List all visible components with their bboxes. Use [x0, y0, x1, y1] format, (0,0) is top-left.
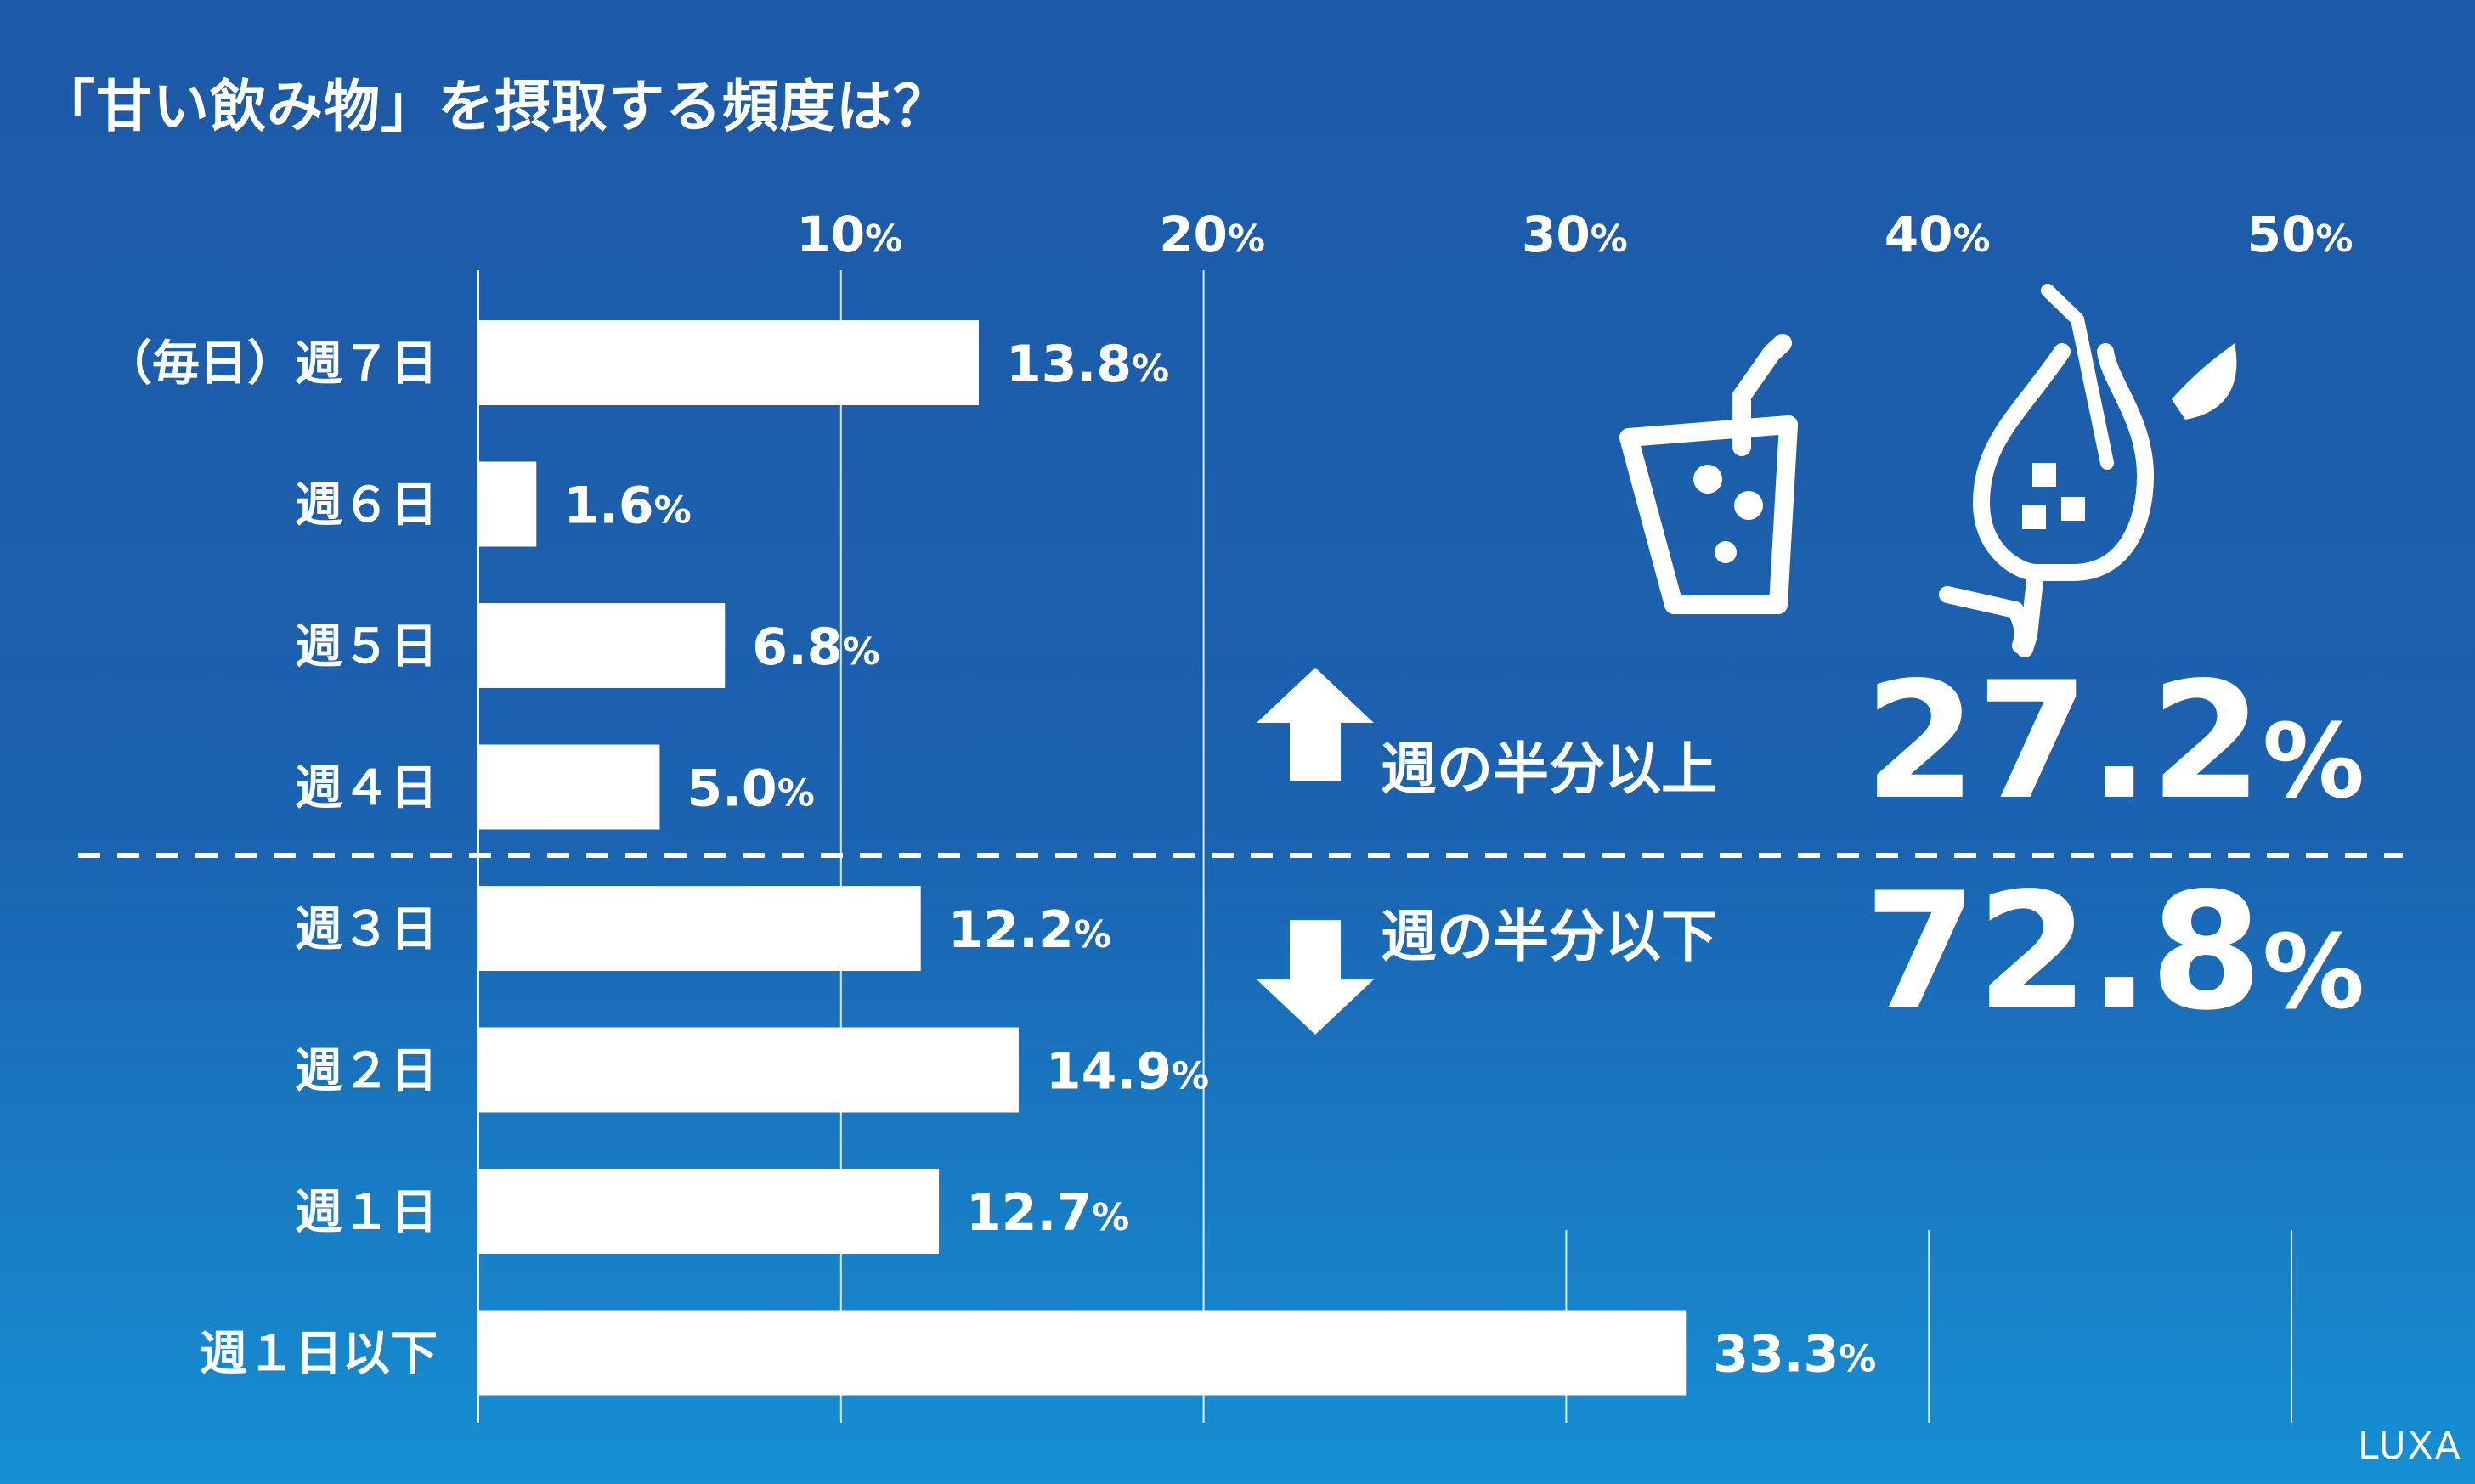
summary-above-unit: %: [2263, 703, 2365, 821]
bar: [478, 1169, 940, 1254]
value-label: 6.8%: [752, 618, 879, 677]
category-label: 週２日: [295, 1044, 438, 1099]
bar: [478, 744, 660, 830]
chart-title: 「甘い飲み物」を摂取する頻度は？: [39, 74, 950, 139]
category-label: 週１日以下: [200, 1327, 438, 1382]
x-tick-unit: %: [1228, 217, 1265, 261]
bar: [478, 1027, 1019, 1113]
summary-below-number: 72.8: [1864, 858, 2263, 1046]
x-tick-label: 10%: [796, 206, 902, 263]
bar: [478, 320, 979, 405]
bar: [478, 461, 537, 547]
value-label: 12.7%: [966, 1183, 1129, 1243]
value-unit: %: [1132, 347, 1169, 391]
value-label: 5.0%: [687, 759, 814, 819]
value-label: 12.2%: [948, 900, 1111, 960]
value-labels: 13.8%1.6%6.8%5.0%12.2%14.9%12.7%33.3%: [563, 335, 1876, 1385]
x-tick-number: 20: [1159, 206, 1228, 263]
summary-below-unit: %: [2263, 914, 2365, 1032]
x-tick-label: 50%: [2247, 206, 2354, 263]
value-number: 5.0: [687, 759, 777, 819]
bar: [478, 1310, 1687, 1396]
x-tick-number: 30: [1522, 206, 1591, 263]
x-tick-unit: %: [1591, 217, 1628, 261]
arrow-up-icon: [1257, 668, 1374, 781]
category-label: 週５日: [295, 619, 438, 674]
value-label: 33.3%: [1713, 1325, 1876, 1385]
value-unit: %: [654, 489, 692, 533]
value-number: 12.2: [948, 900, 1074, 960]
category-label: （毎日）週７日: [105, 336, 438, 392]
summary-below-label: 週の半分以下: [1381, 904, 1717, 969]
value-number: 33.3: [1713, 1325, 1839, 1385]
value-unit: %: [843, 630, 880, 674]
value-number: 13.8: [1006, 335, 1132, 394]
brand-logo: LUXA: [2358, 1425, 2462, 1468]
x-tick-number: 50: [2247, 206, 2316, 263]
category-label: 週４日: [295, 761, 438, 816]
category-label: 週１日: [295, 1185, 438, 1240]
summary-below-value: 72.8%: [1864, 858, 2365, 1046]
cocktail-glass-icon: [1939, 284, 2237, 657]
summary-above-value: 27.2%: [1864, 647, 2365, 835]
value-number: 1.6: [563, 477, 653, 536]
x-tick-unit: %: [1953, 217, 1991, 261]
x-tick-label: 40%: [1885, 206, 1991, 263]
category-label: 週６日: [295, 478, 438, 533]
x-axis-ticks: 10% 20% 30% 40% 50%: [796, 206, 2353, 263]
bar: [478, 886, 921, 971]
bar: [478, 603, 726, 688]
value-label: 14.9%: [1046, 1042, 1209, 1102]
value-unit: %: [1074, 913, 1111, 956]
value-number: 12.7: [966, 1183, 1092, 1243]
value-number: 14.9: [1046, 1042, 1172, 1102]
bars: [478, 320, 1687, 1396]
x-tick-unit: %: [865, 217, 902, 261]
value-unit: %: [1172, 1055, 1209, 1098]
x-tick-label: 30%: [1522, 206, 1628, 263]
summary-above-number: 27.2: [1864, 647, 2263, 835]
value-unit: %: [1839, 1338, 1876, 1381]
x-tick-number: 40: [1885, 206, 1953, 263]
value-unit: %: [1092, 1196, 1129, 1239]
value-number: 6.8: [752, 618, 842, 677]
x-tick-label: 20%: [1159, 206, 1265, 263]
summary-above-label: 週の半分以上: [1381, 736, 1717, 802]
value-label: 13.8%: [1006, 335, 1169, 394]
category-label: 週３日: [295, 902, 438, 957]
value-unit: %: [777, 772, 815, 815]
arrow-down-icon: [1257, 920, 1374, 1035]
x-tick-unit: %: [2315, 217, 2353, 261]
juice-glass-icon: [1619, 334, 1798, 614]
x-tick-number: 10: [796, 206, 865, 263]
value-label: 1.6%: [563, 477, 691, 536]
